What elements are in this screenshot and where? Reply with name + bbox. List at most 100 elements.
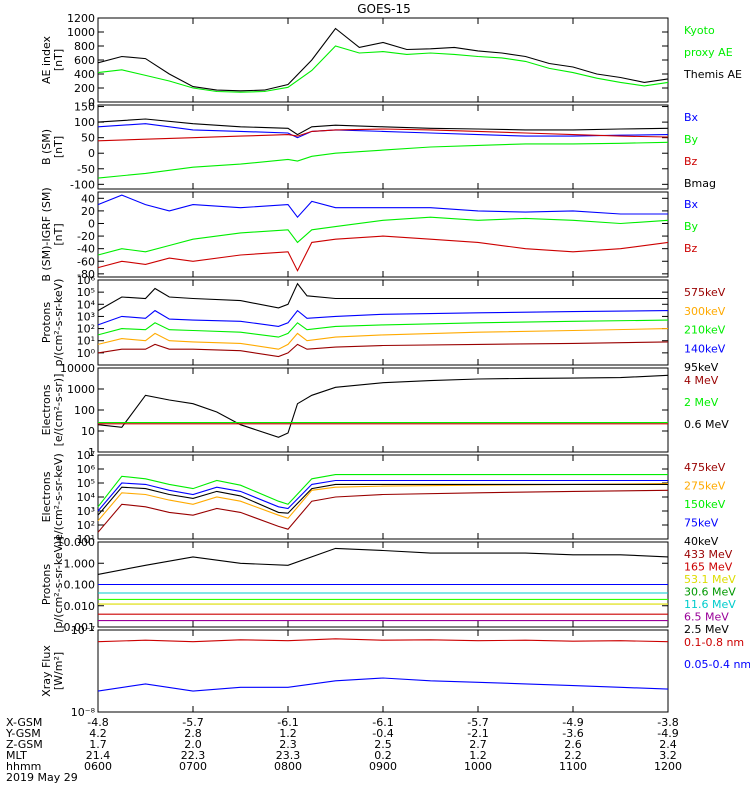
series-275kev <box>97 483 669 522</box>
footer-value: -4.9 <box>562 716 583 729</box>
series-0-1-0-8-nm <box>97 638 669 643</box>
y-tick-label: 200 <box>74 82 95 95</box>
series-bz <box>97 235 669 272</box>
legend-entry: Bmag <box>684 177 716 190</box>
panel-protons_mev: 0.001 0.010 0.100 1.000 10.000 Protons [p/(cm²… <box>40 536 736 636</box>
legend-entry: proxy AE <box>684 46 733 59</box>
series-themis-ae <box>97 27 669 92</box>
legend-entry: Bx <box>684 111 699 124</box>
series-0-05-0-4-nm <box>97 677 669 692</box>
y-axis-label: Xray Flux <box>40 645 53 697</box>
series-by <box>97 216 669 256</box>
legend-entry: Bz <box>684 242 698 255</box>
legend-entry: Bz <box>684 155 698 168</box>
y-tick-label: 10⁻⁸ <box>71 706 96 719</box>
footer-value: -5.7 <box>182 716 203 729</box>
footer-value: 0900 <box>369 760 397 773</box>
y-axis-label: B (SM)-IGRF (SM) <box>40 187 53 281</box>
footer-value: 21.4 <box>86 749 111 762</box>
footer-value: 3.2 <box>659 749 677 762</box>
y-tick-label: 10¹ <box>77 533 95 546</box>
y-tick-label: 10⁻⁷ <box>71 624 95 637</box>
footer-value: 1100 <box>559 760 587 773</box>
y-tick-label: 1.000 <box>64 557 96 570</box>
legend-entry: 210keV <box>684 324 726 337</box>
y-tick-label: 40 <box>81 192 95 205</box>
footer-value: -6.1 <box>372 716 393 729</box>
panel-frame <box>97 279 669 366</box>
y-tick-label: 10⁶ <box>77 463 96 476</box>
series-by <box>97 141 669 179</box>
y-tick-label: 0.001 <box>64 621 96 634</box>
panel-frame <box>97 367 669 453</box>
panel-electrons_mev: 1 10 100 1000 10000 Electrons [e/(cm²-s-sr)] 4 … <box>40 362 729 459</box>
y-tick-label: -100 <box>70 178 95 191</box>
series-575kev <box>97 341 669 358</box>
y-axis-label: Protons <box>40 564 53 605</box>
y-axis-label: [nT] <box>52 223 65 245</box>
legend-entry: 475keV <box>684 461 726 474</box>
legend-entry: Kyoto <box>684 24 715 37</box>
legend-entry: By <box>684 133 699 146</box>
footer-value: 1.2 <box>469 749 487 762</box>
y-tick-label: 0 <box>88 217 95 230</box>
legend-entry: 2.5 MeV <box>684 623 729 636</box>
panel-bsm: -100 -50 0 50 100 150 B (SM) [nT] Bx By Bz Bmag <box>40 101 716 192</box>
y-tick-label: 1000 <box>67 26 95 39</box>
footer-value: 2.2 <box>564 749 582 762</box>
footer-row-label: Z-GSM <box>6 738 43 751</box>
y-tick-label: 10⁴ <box>77 298 96 311</box>
y-tick-label: 1000 <box>67 383 95 396</box>
footer-value: -0.4 <box>372 727 393 740</box>
series-bz <box>97 128 669 142</box>
footer-value: 23.3 <box>276 749 301 762</box>
y-tick-label: 0.100 <box>64 579 96 592</box>
legend-entry: 433 MeV <box>684 548 733 561</box>
footer-value: -3.6 <box>562 727 583 740</box>
y-tick-label: 0 <box>88 147 95 160</box>
legend-entry: 275keV <box>684 480 726 493</box>
footer-value: 0.2 <box>374 749 392 762</box>
panel-frame <box>97 191 669 278</box>
y-axis-label: B (SM) <box>40 129 53 165</box>
legend-entry: 140keV <box>684 342 726 355</box>
footer-value: 0600 <box>84 760 112 773</box>
footer-value: 2.5 <box>374 738 392 751</box>
footer-value: 1.2 <box>279 727 297 740</box>
y-tick-label: 10⁰ <box>77 347 96 360</box>
footer-value: 22.3 <box>181 749 206 762</box>
y-tick-label: 10⁵ <box>77 477 95 490</box>
panel-frame <box>97 629 669 713</box>
legend-entry: 0.6 MeV <box>684 418 729 431</box>
y-tick-label: 10⁴ <box>77 491 96 504</box>
legend-entry: 0.05-0.4 nm <box>684 658 750 671</box>
y-axis-label: Electrons <box>40 471 53 522</box>
y-tick-label: 1 <box>88 446 95 459</box>
footer-value: -4.8 <box>87 716 108 729</box>
footer-value: -3.8 <box>657 716 678 729</box>
series-40kev <box>97 483 668 516</box>
orbit-footer: X-GSM -4.8 -5.7 -6.1 -6.1 -5.7 -4.9 -3.8Y-GSM 4.… <box>5 716 682 784</box>
series-210kev <box>97 319 669 338</box>
y-tick-label: 400 <box>74 68 95 81</box>
y-tick-label: 50 <box>81 132 95 145</box>
legend-entry: 75keV <box>684 517 719 530</box>
footer-value: 2.6 <box>564 738 582 751</box>
y-tick-label: 1200 <box>67 12 95 25</box>
footer-value: 1000 <box>464 760 492 773</box>
y-tick-label: -50 <box>77 163 95 176</box>
y-tick-label: 800 <box>74 40 95 53</box>
y-axis-label: Electrons <box>40 384 53 435</box>
y-tick-label: 10² <box>77 323 95 336</box>
y-tick-label: 10³ <box>77 505 95 518</box>
series-475kev <box>97 489 669 533</box>
footer-value: 1.7 <box>89 738 107 751</box>
series-95kev <box>97 282 668 312</box>
y-axis-label: AE index <box>40 35 53 84</box>
panel-xray: 10⁻⁸ 10⁻⁷ Xray Flux [W/m²] 0.1-0.8 nm 0.05-0.… <box>40 624 750 719</box>
